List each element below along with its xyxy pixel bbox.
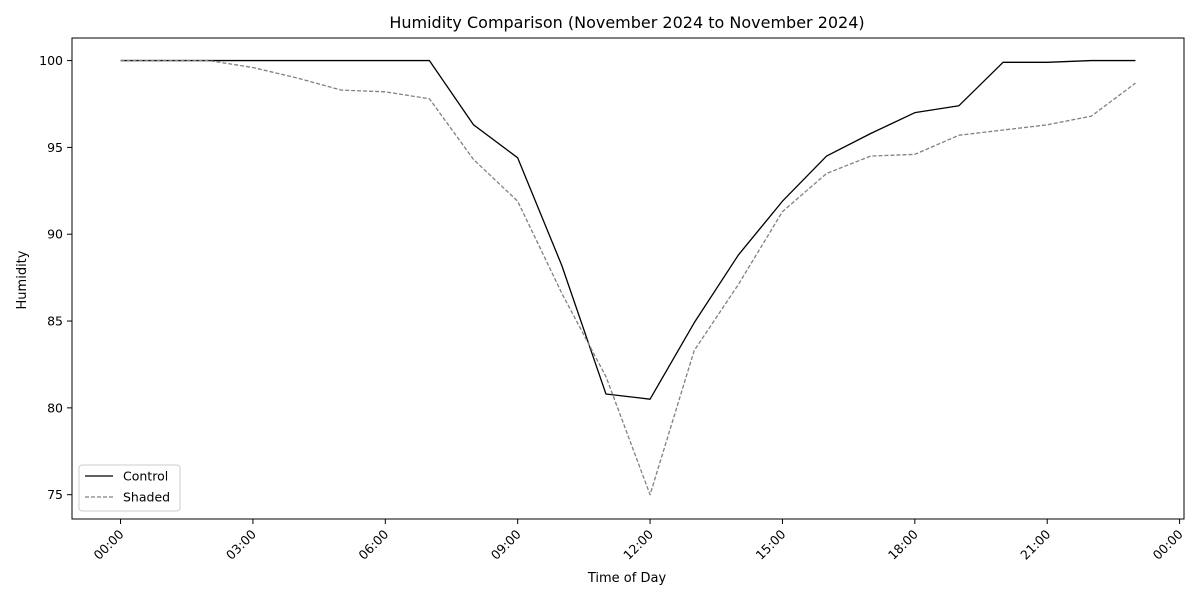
y-axis-ticks: 75 80 85 90 95 100 <box>39 53 72 502</box>
x-axis-ticks: 00:00 03:00 06:00 09:00 12:00 15:00 18:00 21:00… <box>91 519 1186 563</box>
x-tick-label: 00:00 <box>91 526 127 562</box>
y-axis-label: Humidity <box>15 250 30 309</box>
x-tick-label: 03:00 <box>223 526 259 562</box>
plot-frame <box>71 37 1185 520</box>
legend: Control Shaded <box>78 464 181 512</box>
y-tick-label: 100 <box>39 53 63 68</box>
chart-title: Humidity Comparison (November 2024 to No… <box>389 13 864 32</box>
x-tick-label: 15:00 <box>752 526 788 562</box>
x-tick-label: 09:00 <box>488 526 524 562</box>
y-tick-label: 85 <box>47 314 63 329</box>
series-line-shaded <box>120 59 1136 496</box>
legend-label-shaded: Shaded <box>123 490 170 505</box>
y-tick-label: 80 <box>47 400 63 415</box>
x-tick-label: 12:00 <box>620 526 656 562</box>
plot-area-border <box>71 37 1185 520</box>
series-line-control <box>120 59 1136 400</box>
x-tick-label: 21:00 <box>1017 526 1053 562</box>
y-tick-label: 75 <box>47 487 63 502</box>
x-axis-label: Time of Day <box>587 571 667 586</box>
series-lines <box>120 59 1136 496</box>
x-tick-label: 18:00 <box>885 526 921 562</box>
y-tick-label: 95 <box>47 140 63 155</box>
y-tick-label: 90 <box>47 227 63 242</box>
x-tick-label: 06:00 <box>355 526 391 562</box>
x-tick-label: 00:00 <box>1150 526 1186 562</box>
legend-label-control: Control <box>123 469 168 484</box>
